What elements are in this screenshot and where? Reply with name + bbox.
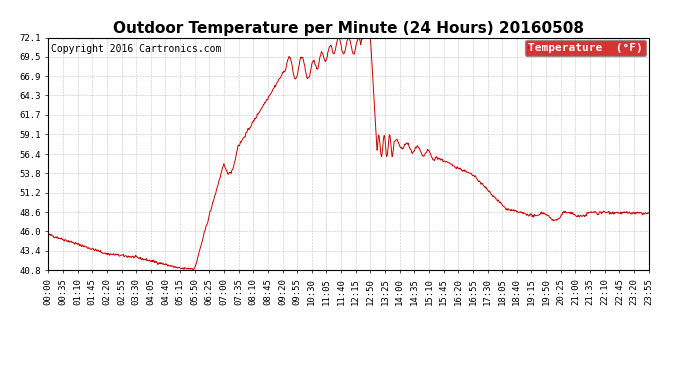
Title: Outdoor Temperature per Minute (24 Hours) 20160508: Outdoor Temperature per Minute (24 Hours… (113, 21, 584, 36)
Text: Copyright 2016 Cartronics.com: Copyright 2016 Cartronics.com (51, 45, 221, 54)
Legend: Temperature  (°F): Temperature (°F) (525, 40, 647, 56)
